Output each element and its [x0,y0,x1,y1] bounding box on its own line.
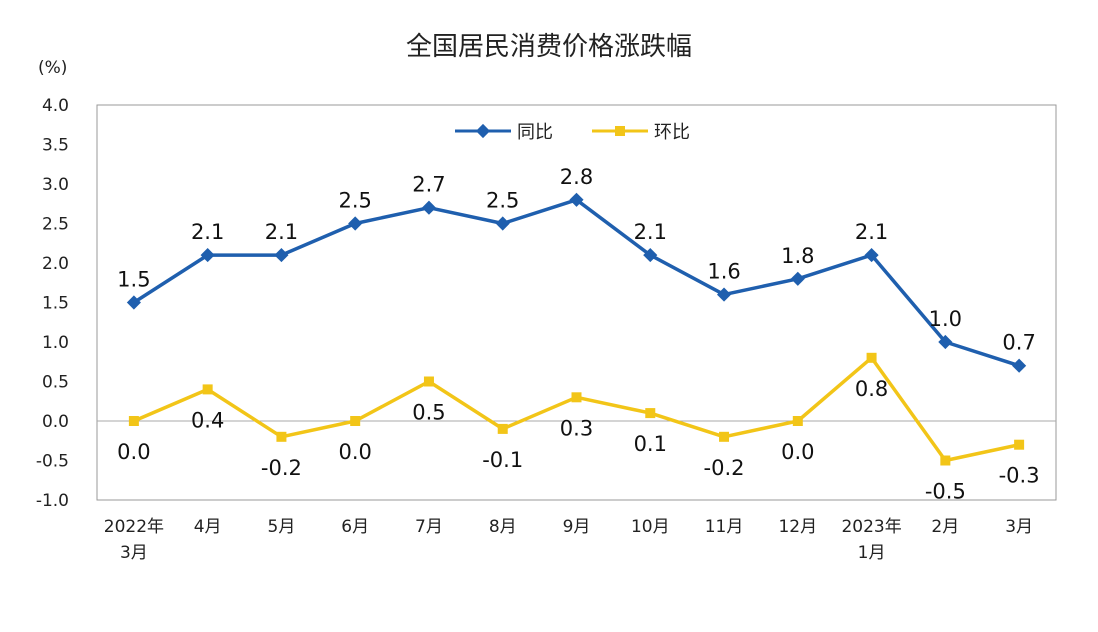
data-label: 2.1 [634,220,667,244]
x-tick-label: 3月 [120,543,148,563]
y-tick-label: 3.0 [42,175,69,195]
data-point [276,431,287,442]
data-label: 0.4 [191,408,224,432]
data-label: -0.5 [925,480,966,504]
data-label: 1.0 [929,307,962,331]
data-point [274,248,289,263]
data-label: -0.1 [482,448,523,472]
y-tick-label: 2.5 [42,215,69,235]
x-tick-label: 8月 [489,517,517,537]
data-point [495,216,510,231]
x-tick-label: 10月 [631,517,670,537]
data-label: 2.1 [191,220,224,244]
series-line-环比 [133,356,1020,463]
chart-title: 全国居民消费价格涨跌幅 [405,32,692,62]
data-label: 1.6 [707,260,740,284]
data-point [348,216,363,231]
data-label: 0.1 [634,432,667,456]
data-label: 2.7 [412,173,445,197]
x-tick-label: 9月 [563,517,591,537]
data-label: 0.7 [1002,331,1035,355]
plot-area [96,104,1057,501]
x-tick-label: 3月 [1005,517,1033,537]
data-label: 0.3 [560,416,593,440]
y-tick-label: -1.0 [36,491,69,511]
y-tick-label: 3.5 [42,136,69,156]
data-label: -0.3 [999,464,1040,488]
data-label: -0.2 [261,456,302,480]
data-point [569,192,584,207]
data-label: -0.2 [704,456,745,480]
y-tick-label: 2.0 [42,254,69,274]
x-tick-label: 4月 [194,517,222,537]
x-tick-label: 7月 [415,517,443,537]
data-point [1012,358,1027,373]
y-tick-label: 1.5 [42,294,69,314]
y-axis-unit: (%) [38,58,68,78]
data-label: 0.0 [117,440,150,464]
data-point [200,248,215,263]
y-tick-label: -0.5 [36,452,69,472]
data-point [497,423,508,434]
data-label: 0.0 [338,440,371,464]
data-label: 0.0 [781,440,814,464]
data-point [350,416,361,426]
data-point [1014,439,1025,450]
data-point [940,455,951,466]
x-tick-label: 11月 [705,517,744,537]
legend-square-marker [615,126,625,136]
x-tick-label: 1月 [858,543,886,563]
data-label: 0.8 [855,377,888,401]
x-tick-label: 6月 [341,517,369,537]
data-point [866,352,877,363]
data-label: 1.8 [781,244,814,268]
data-label: 2.1 [265,220,298,244]
x-tick-label: 2022年 [104,517,164,537]
data-label: 2.5 [338,189,371,213]
y-tick-label: 1.0 [42,333,69,353]
x-tick-label: 5月 [268,517,296,537]
x-tick-label: 2月 [931,517,959,537]
y-tick-label: 4.0 [42,96,69,116]
data-label: 2.5 [486,189,519,213]
data-label: 0.5 [412,401,445,425]
data-label: 2.8 [560,165,593,189]
legend-diamond-marker [475,123,491,139]
data-point [423,376,434,387]
data-point [719,431,730,442]
data-label: 1.5 [117,268,150,292]
legend-label: 环比 [654,122,690,143]
data-point [792,416,803,426]
data-point [864,248,879,263]
data-point [202,384,213,395]
y-tick-label: 0.0 [42,412,69,432]
data-point [716,287,732,302]
legend-label: 同比 [517,122,553,143]
data-label: 2.1 [855,220,888,244]
data-point [645,408,656,419]
data-point [643,248,658,263]
x-tick-label: 12月 [778,517,817,537]
x-tick-label: 2023年 [841,517,901,537]
y-tick-label: 0.5 [42,373,69,393]
data-point [790,271,805,286]
data-point [938,334,953,350]
data-point [421,200,437,215]
data-point [128,416,139,426]
data-point [571,392,582,403]
data-point [126,295,141,310]
